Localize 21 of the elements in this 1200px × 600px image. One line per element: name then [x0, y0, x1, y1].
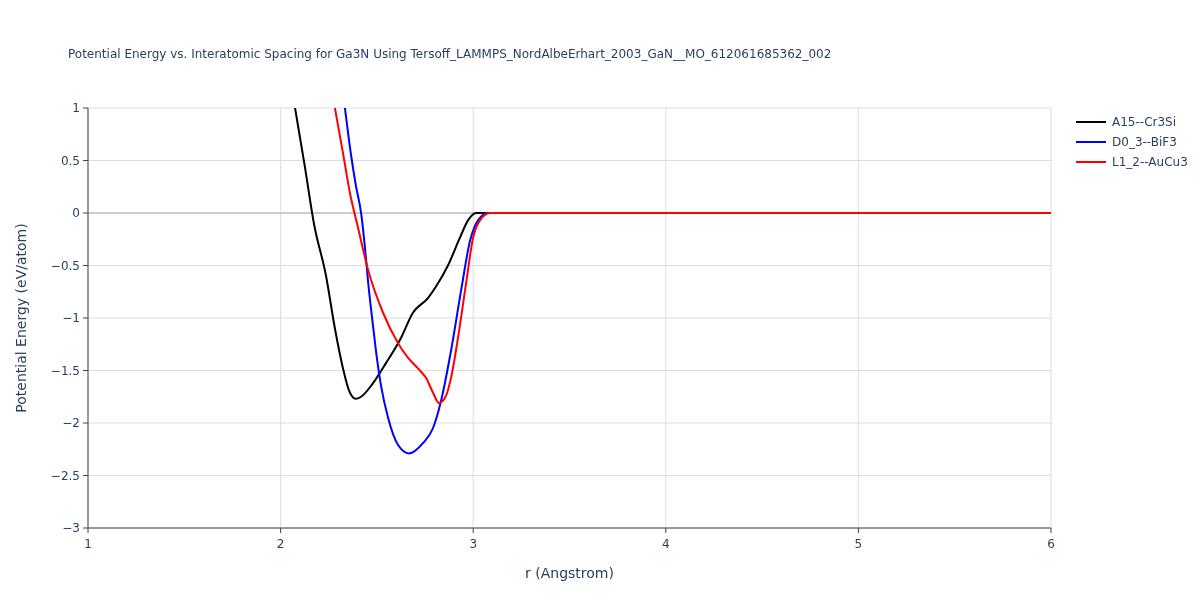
y-tick-label: −1	[62, 311, 80, 325]
y-tick-label: −0.5	[50, 258, 80, 273]
legend-label: A15--Cr3Si	[1112, 115, 1177, 129]
y-tick-label: −2	[62, 416, 80, 430]
x-tick-label: 3	[469, 537, 478, 551]
y-tick-label: 1	[72, 101, 80, 115]
x-tick-label: 1	[84, 537, 92, 551]
y-tick-label: −2.5	[50, 468, 80, 483]
y-tick-label: −3	[62, 521, 80, 535]
y-tick-label: −1.5	[50, 363, 80, 378]
x-tick-label: 5	[854, 537, 863, 551]
legend-label: L1_2--AuCu3	[1112, 155, 1188, 169]
x-tick-label: 4	[661, 537, 670, 551]
x-tick-label: 2	[276, 537, 285, 551]
y-axis-title: Potential Energy (eV/atom)	[13, 223, 29, 413]
chart-title: Potential Energy vs. Interatomic Spacing for Ga3N Using Tersoff_LAMMPS_NordAlbeErhart_2003_GaN__MO_612061685362_002	[68, 47, 832, 61]
y-tick-label: 0.5	[60, 153, 80, 168]
x-tick-label: 6	[1047, 537, 1055, 551]
x-axis-title: r (Angstrom)	[525, 565, 614, 581]
y-tick-label: 0	[72, 206, 80, 220]
legend-label: D0_3--BiF3	[1112, 135, 1177, 149]
